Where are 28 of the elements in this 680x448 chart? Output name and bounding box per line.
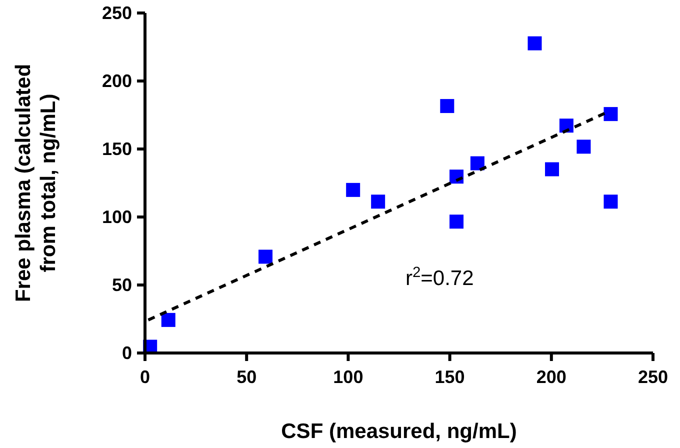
point <box>440 99 454 114</box>
x-tick-label: 100 <box>333 367 364 387</box>
point <box>559 118 574 133</box>
point <box>576 140 591 154</box>
y-tick-label: 150 <box>102 139 132 159</box>
x-tick-label: 150 <box>434 367 465 387</box>
x-tick-label: 50 <box>236 367 257 387</box>
y-tick-label: 50 <box>112 275 132 295</box>
y-axis-title: Free plasma (calculated from total, ng/mL) <box>12 64 60 302</box>
point <box>470 156 484 170</box>
point <box>604 194 618 209</box>
point <box>545 162 560 176</box>
x-tick-label: 0 <box>140 367 150 387</box>
y-tick-label: 250 <box>102 3 132 23</box>
point <box>450 214 464 229</box>
point <box>604 107 618 122</box>
point <box>371 194 386 209</box>
y-tick-label: 100 <box>102 207 132 227</box>
annotation: r$^{2}$=0.72 <box>405 265 474 290</box>
point <box>161 312 176 327</box>
point <box>528 36 542 50</box>
x-axis-title: CSF (measured, ng/mL) <box>281 420 517 443</box>
x-tick-label: 200 <box>536 367 566 387</box>
point <box>258 250 272 264</box>
x-tick-label: 250 <box>638 367 668 387</box>
point <box>346 182 360 197</box>
y-tick-label: 0 <box>122 343 132 363</box>
y-tick-label: 200 <box>102 71 132 91</box>
